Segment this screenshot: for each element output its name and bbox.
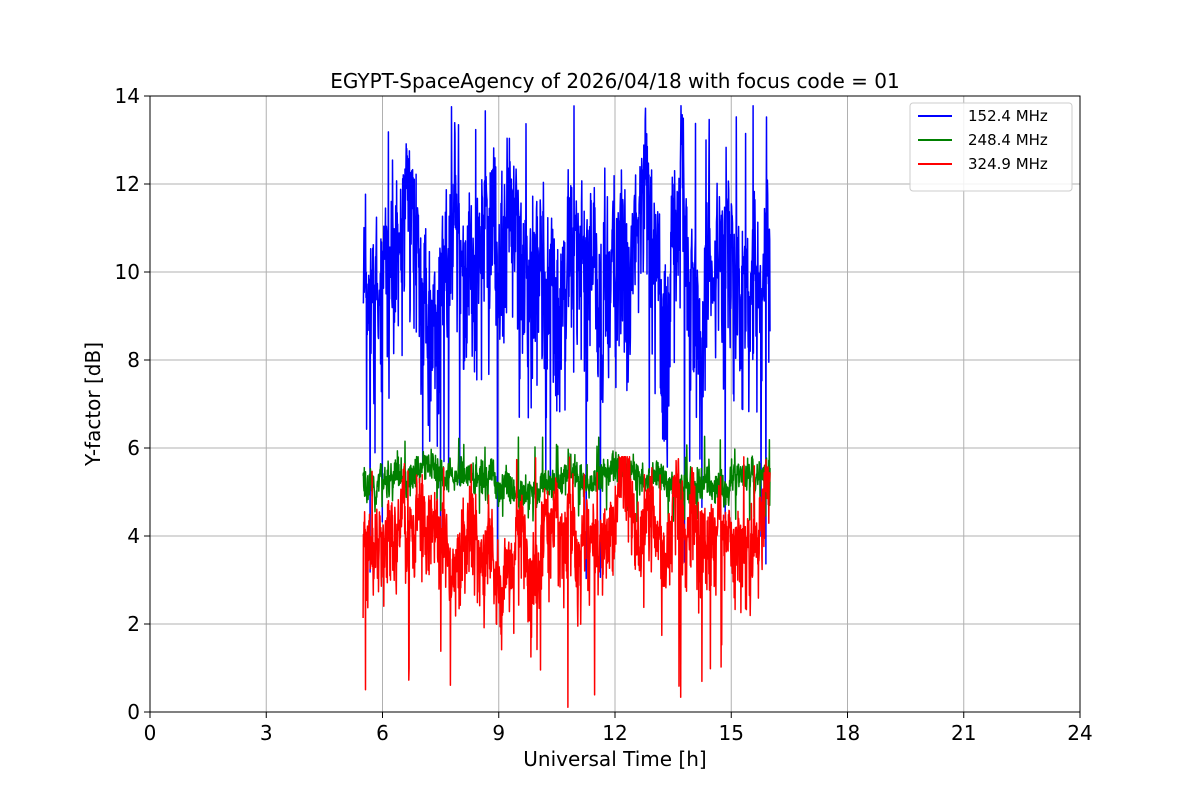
x-tick-label: 24: [1067, 721, 1092, 745]
series-line: [362, 456, 771, 708]
x-axis-label: Universal Time [h]: [523, 747, 706, 771]
legend-label: 152.4 MHz: [968, 107, 1048, 125]
y-tick-label: 4: [127, 524, 140, 548]
series-layer: [362, 105, 771, 708]
x-tick-label: 0: [144, 721, 157, 745]
legend: 152.4 MHz 248.4 MHz 324.9 MHz: [909, 102, 1073, 192]
y-tick-label: 12: [115, 172, 140, 196]
chart-title: EGYPT-SpaceAgency of 2026/04/18 with foc…: [330, 69, 899, 93]
y-tick-label: 8: [127, 348, 140, 372]
y-tick-label: 6: [127, 436, 140, 460]
x-tick-label: 18: [835, 721, 860, 745]
x-tick-label: 21: [951, 721, 976, 745]
y-axis-label: Y-factor [dB]: [81, 342, 105, 467]
series-line: [362, 435, 771, 523]
y-tick-label: 10: [115, 260, 140, 284]
x-tick-label: 3: [260, 721, 273, 745]
series-line: [362, 105, 771, 580]
x-tick-label: 6: [376, 721, 389, 745]
y-tick-label: 2: [127, 612, 140, 636]
legend-label: 248.4 MHz: [968, 131, 1048, 149]
y-tick-label: 14: [115, 84, 140, 108]
x-tick-label: 15: [719, 721, 744, 745]
y-tick-label: 0: [127, 700, 140, 724]
legend-label: 324.9 MHz: [968, 155, 1048, 173]
x-tick-label: 9: [492, 721, 505, 745]
x-tick-label: 12: [602, 721, 627, 745]
legend-box: [909, 102, 1073, 192]
